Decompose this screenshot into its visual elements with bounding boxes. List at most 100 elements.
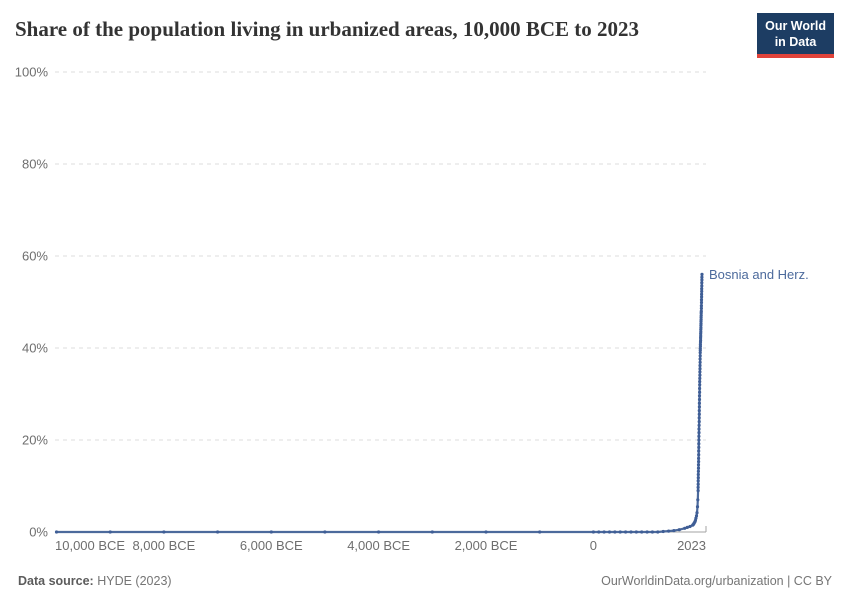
data-point-marker <box>699 322 703 326</box>
series-line <box>55 273 704 534</box>
data-point-marker <box>538 530 542 534</box>
data-point-marker <box>696 498 700 502</box>
data-point-marker <box>698 342 703 346</box>
data-point-marker <box>269 530 273 534</box>
data-point-marker <box>698 380 702 384</box>
data-point-marker <box>696 463 701 467</box>
data-point-marker <box>696 479 700 483</box>
logo-line2: in Data <box>774 35 817 49</box>
data-point-marker <box>700 284 704 288</box>
data-point-marker <box>699 317 703 322</box>
logo-line1: Our World <box>765 19 826 33</box>
data-point-marker <box>688 524 692 529</box>
data-point-marker <box>698 351 702 355</box>
data-point-marker <box>677 528 681 532</box>
chart-footer: Data source: HYDE (2023) OurWorldinData.… <box>0 574 850 588</box>
y-tick-label: 0% <box>29 525 48 540</box>
data-point-marker <box>698 386 702 391</box>
data-point-marker <box>597 530 601 534</box>
data-point-marker <box>162 530 166 534</box>
data-point-marker <box>697 401 702 405</box>
data-point-marker <box>216 530 220 534</box>
data-point-marker <box>698 390 702 394</box>
data-point-marker <box>699 304 704 308</box>
y-tick-label: 60% <box>22 249 48 264</box>
data-point-marker <box>696 482 700 486</box>
data-source-label: Data source: <box>18 574 94 588</box>
data-point-marker <box>697 397 702 402</box>
data-point-marker <box>696 485 700 489</box>
data-point-marker <box>697 420 701 424</box>
x-tick-label: 6,000 BCE <box>240 538 303 553</box>
data-point-marker <box>696 489 700 493</box>
data-point-marker <box>700 295 704 299</box>
owid-logo[interactable]: Our World in Data <box>757 13 834 58</box>
data-point-marker <box>685 525 689 530</box>
data-point-marker <box>698 370 702 374</box>
data-point-marker <box>430 530 434 534</box>
data-point-marker <box>624 530 628 534</box>
data-point-marker <box>697 453 701 457</box>
data-point-marker <box>629 530 633 534</box>
data-point-marker <box>697 442 701 446</box>
data-point-marker <box>699 298 704 302</box>
data-point-marker <box>697 449 701 453</box>
data-point-marker <box>602 530 606 534</box>
data-point-marker <box>698 383 702 387</box>
x-tick-label: 4,000 BCE <box>347 538 410 553</box>
x-tick-label: 2,000 BCE <box>455 538 518 553</box>
data-point-marker <box>699 309 703 313</box>
data-point-marker <box>618 530 622 534</box>
data-point-marker <box>696 472 700 477</box>
data-point-marker <box>697 405 702 409</box>
data-point-marker <box>698 373 702 377</box>
data-point-marker <box>697 438 701 442</box>
data-point-marker <box>698 357 702 361</box>
data-point-marker <box>700 292 704 296</box>
series-group: Bosnia and Herz. <box>54 267 809 534</box>
data-point-marker <box>696 469 701 473</box>
data-point-marker <box>699 330 703 334</box>
x-tick-label: 10,000 BCE <box>55 538 125 553</box>
y-tick-label: 40% <box>22 341 48 356</box>
y-tick-label: 100% <box>15 65 49 80</box>
data-point-marker <box>700 272 704 276</box>
data-point-marker <box>700 275 704 279</box>
data-point-marker <box>672 529 676 533</box>
y-tick-label: 20% <box>22 433 48 448</box>
data-point-marker <box>697 423 701 427</box>
data-point-marker <box>484 530 488 534</box>
data-point-marker <box>698 367 702 371</box>
data-point-marker <box>667 529 671 533</box>
x-tick-label: 0 <box>590 538 597 553</box>
data-point-marker <box>697 409 701 413</box>
chart-title: Share of the population living in urbani… <box>15 17 640 41</box>
data-point-marker <box>697 416 701 420</box>
data-point-marker <box>699 306 704 310</box>
data-point-marker <box>607 530 612 534</box>
data-point-marker <box>696 476 700 480</box>
data-point-marker <box>695 505 700 509</box>
data-point-marker <box>640 530 644 534</box>
x-tick-label: 2023 <box>677 538 706 553</box>
y-axis-labels: 0% 20% 40% 60% 80% 100% <box>15 65 49 540</box>
data-point-marker <box>108 530 112 534</box>
data-point-marker <box>656 530 660 534</box>
data-point-marker <box>698 363 702 368</box>
data-point-marker <box>695 511 699 515</box>
x-axis-labels: 10,000 BCE 8,000 BCE 6,000 BCE 4,000 BCE 2,0… <box>55 538 706 553</box>
data-point-marker <box>698 360 702 364</box>
attribution-link[interactable]: OurWorldinData.org/urbanization | CC BY <box>601 574 832 588</box>
data-point-marker <box>323 530 327 534</box>
y-tick-label: 80% <box>22 157 48 172</box>
data-point-marker <box>700 278 704 282</box>
data-point-marker <box>699 313 703 317</box>
data-point-marker <box>698 346 702 351</box>
data-point-markers <box>54 272 704 534</box>
data-point-marker <box>591 530 596 534</box>
data-point-marker <box>697 431 701 435</box>
data-point-marker <box>696 466 701 470</box>
data-source-value: HYDE (2023) <box>97 574 172 588</box>
